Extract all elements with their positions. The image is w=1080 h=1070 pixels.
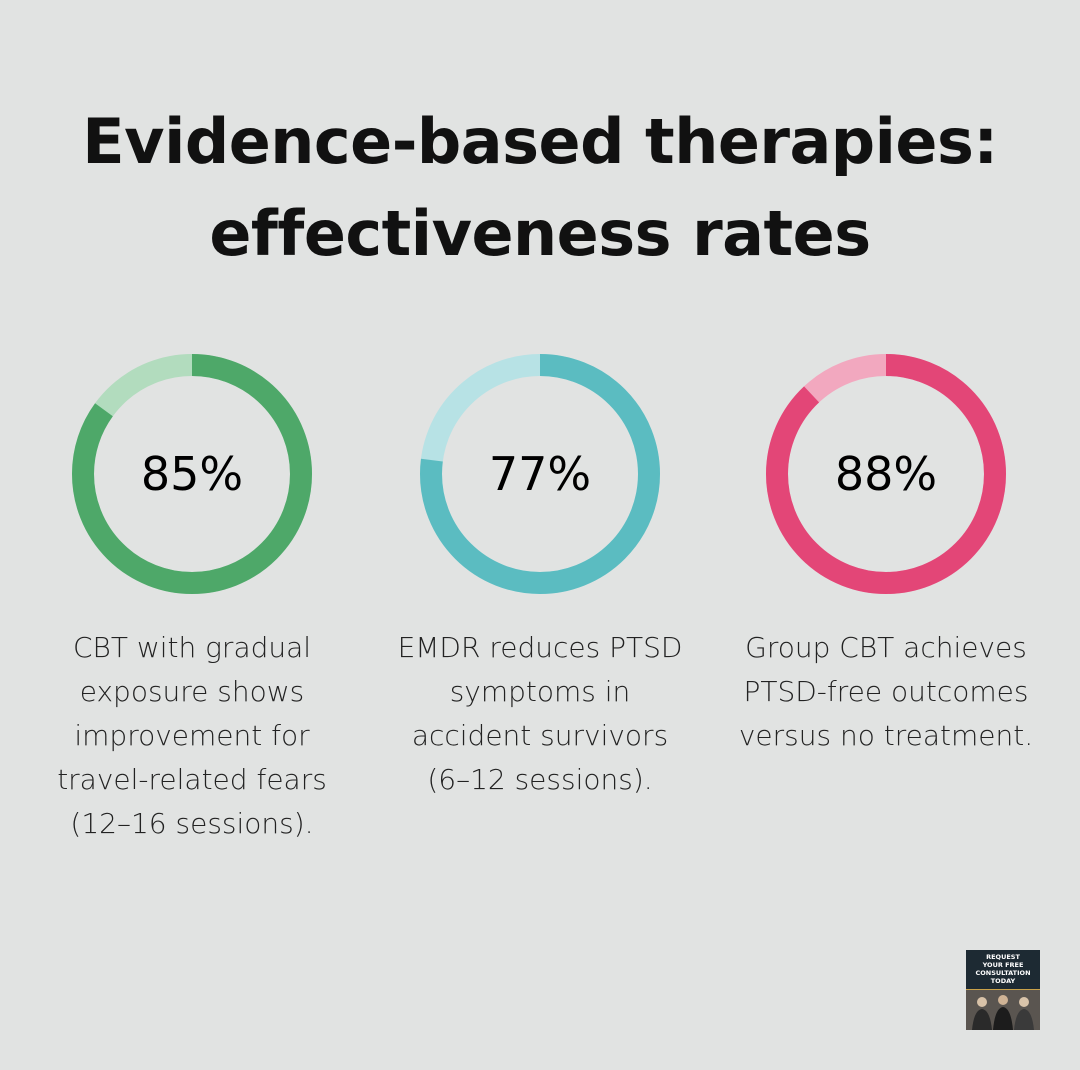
description-line: EMDR reduces PTSD [397, 631, 683, 664]
description-line: CBT with gradual [72, 631, 312, 664]
page-title: Evidence-based therapies: effectiveness … [0, 96, 1080, 280]
donut-chart-group-cbt: 88% [766, 354, 1006, 594]
donut-arc-cbt [72, 354, 312, 594]
consultation-badge[interactable]: REQUEST YOUR FREE CONSULTATION TODAY [966, 950, 1040, 1030]
description-emdr: EMDR reduces PTSD symptoms in accident s… [380, 626, 700, 802]
percentage-label-group-cbt: 88% [835, 447, 937, 501]
description-line: symptoms in [449, 675, 631, 708]
description-group-cbt: Group CBT achieves PTSD-free outcomes ve… [726, 626, 1046, 758]
team-photo-figures [972, 995, 1034, 1030]
donut-chart-emdr: 77% [420, 354, 660, 594]
description-line: (6–12 sessions). [427, 763, 653, 796]
consultation-badge-text: REQUEST YOUR FREE CONSULTATION TODAY [966, 950, 1040, 985]
badge-line: YOUR FREE [982, 961, 1024, 969]
donut-arc-emdr [420, 354, 660, 594]
description-line: travel-related fears [57, 763, 327, 796]
donut-arc-group-cbt [766, 354, 1006, 594]
stat-card-cbt: 85% CBT with gradual exposure shows impr… [32, 352, 352, 846]
badge-line: TODAY [990, 977, 1016, 985]
description-line: Group CBT achieves [745, 631, 1027, 664]
description-line: accident survivors [411, 719, 669, 752]
percentage-label-cbt: 85% [141, 447, 243, 501]
title-line-2: effectiveness rates [209, 197, 871, 270]
description-line: (12–16 sessions). [70, 807, 314, 840]
badge-line: CONSULTATION [975, 969, 1031, 977]
team-photo [966, 989, 1040, 1030]
description-line: exposure shows [79, 675, 305, 708]
percentage-label-emdr: 77% [489, 447, 591, 501]
title-line-1: Evidence-based therapies: [82, 105, 998, 178]
description-line: improvement for [74, 719, 310, 752]
stat-card-group-cbt: 88% Group CBT achieves PTSD-free outcome… [726, 352, 1046, 758]
stat-card-emdr: 77% EMDR reduces PTSD symptoms in accide… [380, 352, 700, 802]
description-line: versus no treatment. [738, 719, 1034, 752]
description-line: PTSD-free outcomes [743, 675, 1029, 708]
donut-chart-cbt: 85% [72, 354, 312, 594]
badge-line: REQUEST [986, 953, 1020, 961]
description-cbt: CBT with gradual exposure shows improvem… [32, 626, 352, 846]
